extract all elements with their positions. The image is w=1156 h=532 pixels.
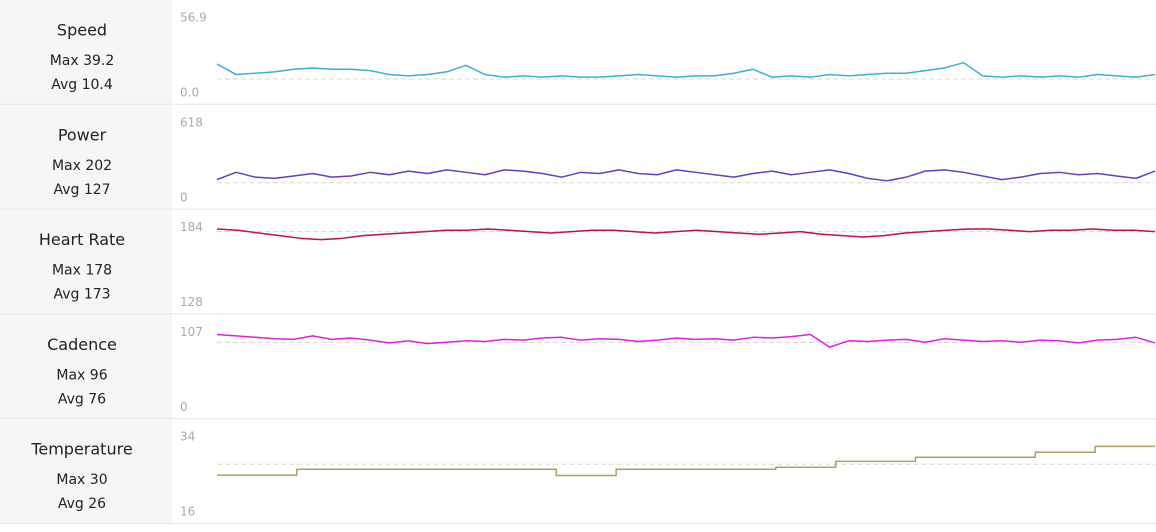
metric-title: Speed xyxy=(57,21,107,40)
metric-stat: Max 96 xyxy=(56,367,107,383)
metric-stat: Max 30 xyxy=(56,472,107,488)
metric-title: Power xyxy=(58,125,107,144)
metric-stat: Avg 76 xyxy=(58,391,106,407)
stats-panel xyxy=(0,419,172,523)
metric-line xyxy=(216,333,1156,348)
y-tick-label: 16 xyxy=(180,505,195,519)
metric-title: Temperature xyxy=(30,440,132,459)
y-tick-label: 0 xyxy=(180,190,188,204)
y-tick-label: 34 xyxy=(180,430,195,444)
y-tick-label: 0 xyxy=(180,400,188,414)
stats-panel xyxy=(0,314,172,419)
metric-line xyxy=(217,445,1155,477)
metric-stat: Max 202 xyxy=(52,158,112,174)
metric-title: Cadence xyxy=(47,335,117,354)
metric-stat: Max 39.2 xyxy=(50,53,115,69)
metric-line xyxy=(216,228,1156,241)
y-tick-label: 184 xyxy=(180,220,203,234)
y-tick-label: 56.9 xyxy=(180,11,207,25)
stats-panel xyxy=(0,209,172,314)
metric-stat: Avg 26 xyxy=(58,496,106,512)
metric-stat: Avg 173 xyxy=(53,287,110,303)
y-tick-label: 618 xyxy=(180,115,203,129)
stats-panel xyxy=(0,0,172,104)
metric-stat: Max 178 xyxy=(52,263,112,279)
y-tick-label: 128 xyxy=(180,295,203,309)
metric-stat: Avg 127 xyxy=(53,182,110,198)
metric-title: Heart Rate xyxy=(39,230,125,249)
metric-line xyxy=(216,61,1156,78)
metric-stat: Avg 10.4 xyxy=(51,77,113,93)
y-tick-label: 107 xyxy=(180,325,203,339)
metric-line xyxy=(216,169,1156,182)
stats-panel xyxy=(0,104,172,209)
y-tick-label: 0.0 xyxy=(180,86,199,100)
